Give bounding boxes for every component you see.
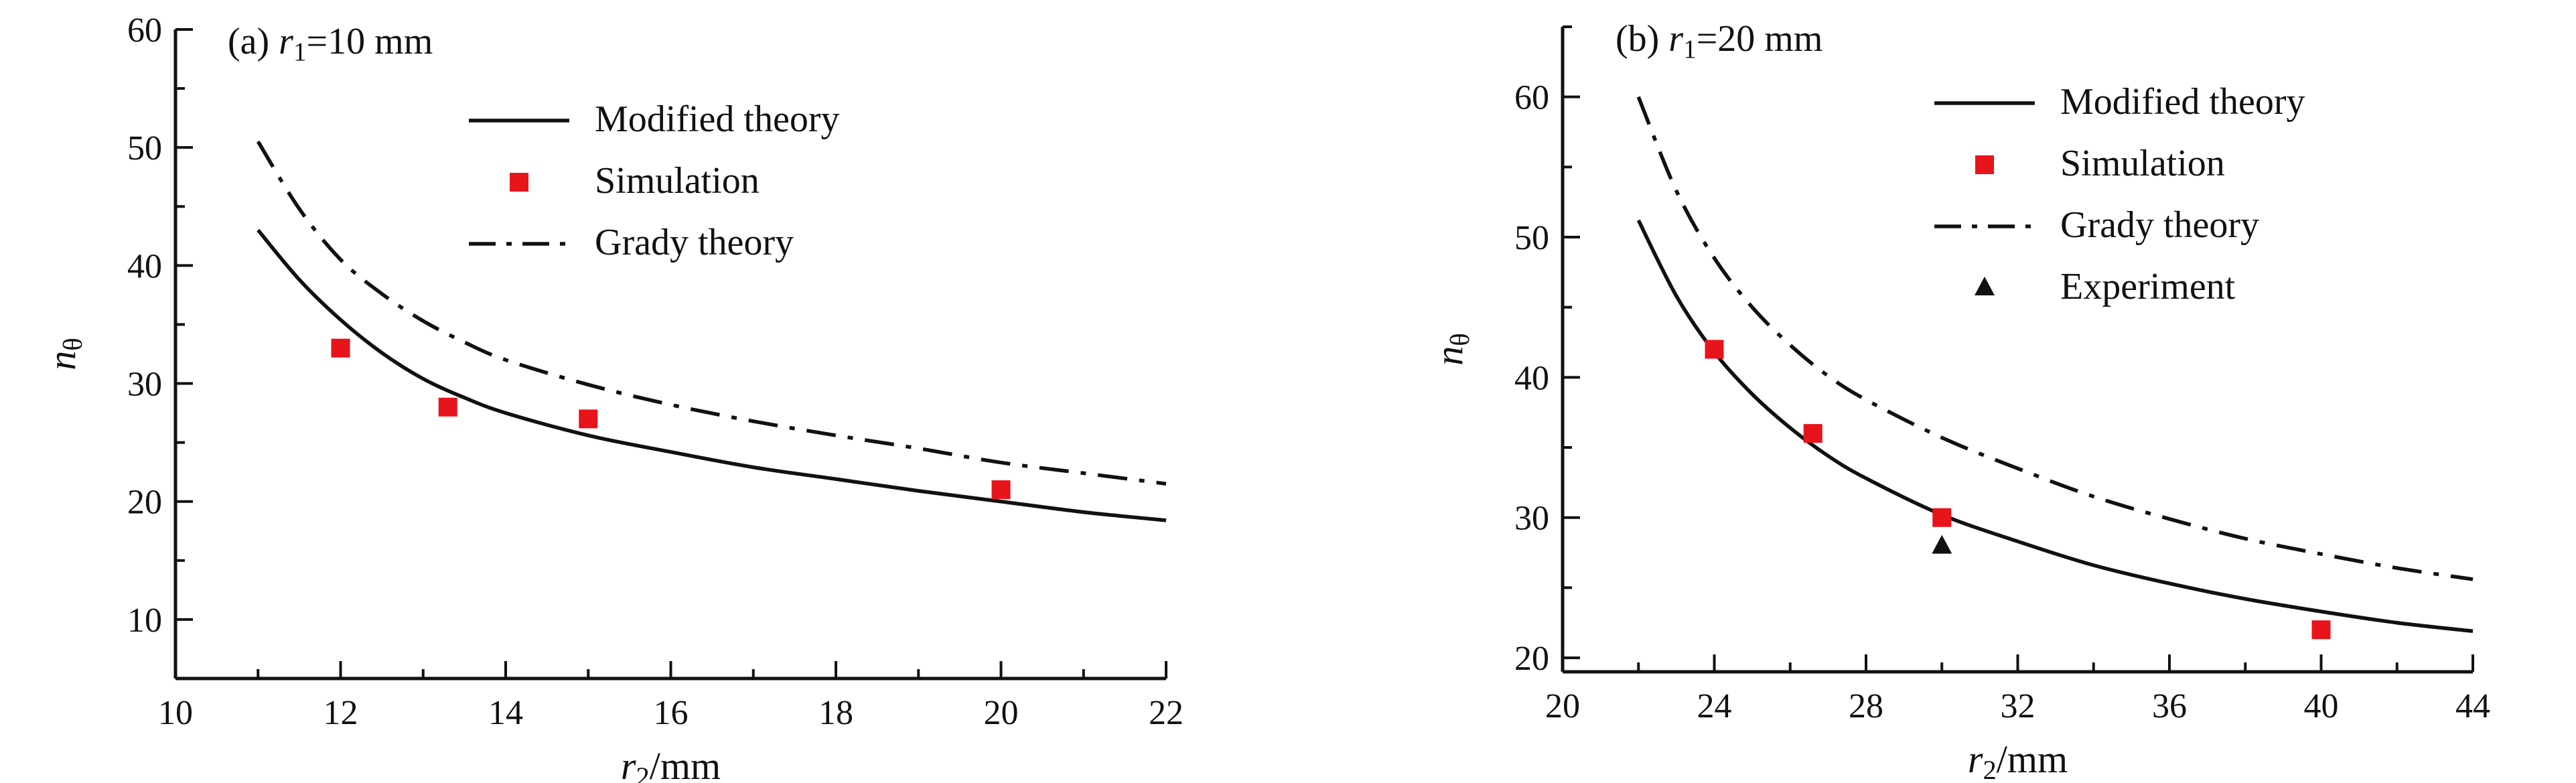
y-tick-label: 30 <box>127 366 162 404</box>
x-tick-label: 10 <box>158 694 193 732</box>
legend-label: Modified theory <box>2060 81 2305 123</box>
simulation-point <box>438 397 457 417</box>
y-axis-label: nθ <box>40 338 88 370</box>
legend-label: Modified theory <box>595 98 839 140</box>
x-tick-label: 20 <box>984 694 1019 732</box>
y-axis-label: nθ <box>1427 333 1475 365</box>
series-line-grady-theory <box>1636 96 2474 581</box>
legend: Modified theory Simulation Grady theory <box>469 98 839 263</box>
y-tick-label: 10 <box>127 601 162 640</box>
x-tick-label: 36 <box>2152 687 2187 725</box>
simulation-point <box>1932 508 1952 527</box>
y-tick-label: 50 <box>127 129 162 167</box>
experiment-point <box>1932 535 1952 554</box>
simulation-point <box>2311 620 2331 640</box>
simulation-point <box>1803 424 1822 443</box>
y-tick-label: 40 <box>1514 359 1549 397</box>
y-tick-label: 60 <box>1514 79 1549 117</box>
x-tick-label: 40 <box>2304 687 2339 725</box>
x-tick-label: 20 <box>1545 687 1580 725</box>
x-tick-label: 14 <box>488 694 523 732</box>
panel-label: (a) r1=10 mm <box>228 21 433 66</box>
legend-swatch-square <box>510 173 528 192</box>
legend-label: Simulation <box>595 160 760 202</box>
x-tick-label: 24 <box>1697 687 1732 725</box>
chart-panel-b: 20 24 28 32 36 40 44 20 30 40 50 60 r2/mm nθ (b) r1=20… <box>1427 18 2490 783</box>
series-line-modified-theory <box>1636 219 2474 634</box>
chart-panel-a: 10 12 14 16 18 20 22 10 20 30 40 50 60 r2/mm nθ (a) r1=… <box>40 11 1184 783</box>
legend-swatch-triangle <box>1975 277 1995 295</box>
legend-label: Grady theory <box>2060 204 2259 246</box>
y-tick-label: 20 <box>127 484 162 522</box>
simulation-point <box>331 338 350 358</box>
simulation-point <box>1705 340 1724 359</box>
y-tick-label: 40 <box>127 247 162 285</box>
simulation-point <box>991 480 1011 500</box>
y-tick-label: 20 <box>1514 640 1549 678</box>
legend: Modified theory Simulation Grady theory Exp… <box>1934 81 2305 307</box>
legend-label: Simulation <box>2060 143 2225 184</box>
x-axis-label: r2/mm <box>621 744 721 783</box>
x-tick-label: 18 <box>818 694 853 732</box>
simulation-point <box>579 409 598 429</box>
series-line-modified-theory <box>257 228 1167 522</box>
x-tick-label: 32 <box>2001 687 2035 725</box>
legend-swatch-square <box>1975 155 1994 174</box>
y-tick-label: 50 <box>1514 219 1549 257</box>
x-axis-label: r2/mm <box>1968 737 2068 783</box>
y-tick-label: 30 <box>1514 500 1549 538</box>
legend-label: Grady theory <box>595 222 794 263</box>
series-line-grady-theory <box>256 140 1167 486</box>
x-tick-label: 12 <box>324 694 358 732</box>
y-tick-label: 60 <box>127 11 162 50</box>
panel-label: (b) r1=20 mm <box>1616 18 1822 64</box>
x-tick-label: 28 <box>1849 687 1883 725</box>
x-tick-label: 22 <box>1149 694 1184 732</box>
x-tick-label: 16 <box>654 694 689 732</box>
legend-label: Experiment <box>2060 266 2236 307</box>
x-tick-label: 44 <box>2455 687 2490 725</box>
